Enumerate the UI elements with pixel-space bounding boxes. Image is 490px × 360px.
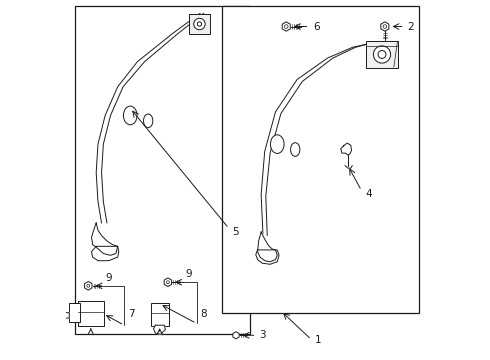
Polygon shape xyxy=(341,143,351,155)
Text: 5: 5 xyxy=(232,227,239,237)
Ellipse shape xyxy=(291,143,300,156)
Polygon shape xyxy=(92,246,119,261)
Polygon shape xyxy=(92,223,118,255)
Ellipse shape xyxy=(167,281,170,284)
Text: 1: 1 xyxy=(315,334,321,345)
FancyBboxPatch shape xyxy=(77,301,104,326)
Polygon shape xyxy=(153,325,166,334)
Ellipse shape xyxy=(194,18,205,30)
Ellipse shape xyxy=(197,22,201,26)
FancyBboxPatch shape xyxy=(366,41,398,68)
Ellipse shape xyxy=(378,50,386,58)
FancyBboxPatch shape xyxy=(189,14,210,34)
Text: 2: 2 xyxy=(408,22,414,32)
Text: 6: 6 xyxy=(313,22,320,32)
Bar xyxy=(221,6,419,313)
Bar xyxy=(74,6,250,334)
Polygon shape xyxy=(258,232,277,262)
Text: 4: 4 xyxy=(365,189,372,199)
Ellipse shape xyxy=(87,284,90,287)
Text: 9: 9 xyxy=(105,273,112,283)
Text: 7: 7 xyxy=(128,310,134,319)
Ellipse shape xyxy=(270,135,284,153)
Ellipse shape xyxy=(123,106,137,125)
FancyBboxPatch shape xyxy=(151,303,169,326)
Text: 8: 8 xyxy=(200,310,207,319)
Ellipse shape xyxy=(285,25,288,28)
FancyBboxPatch shape xyxy=(69,303,80,322)
Text: 3: 3 xyxy=(259,330,266,340)
Ellipse shape xyxy=(383,25,387,28)
Polygon shape xyxy=(256,250,279,264)
Ellipse shape xyxy=(144,114,153,128)
Text: 9: 9 xyxy=(185,269,192,279)
Polygon shape xyxy=(57,313,69,318)
Ellipse shape xyxy=(373,46,391,63)
